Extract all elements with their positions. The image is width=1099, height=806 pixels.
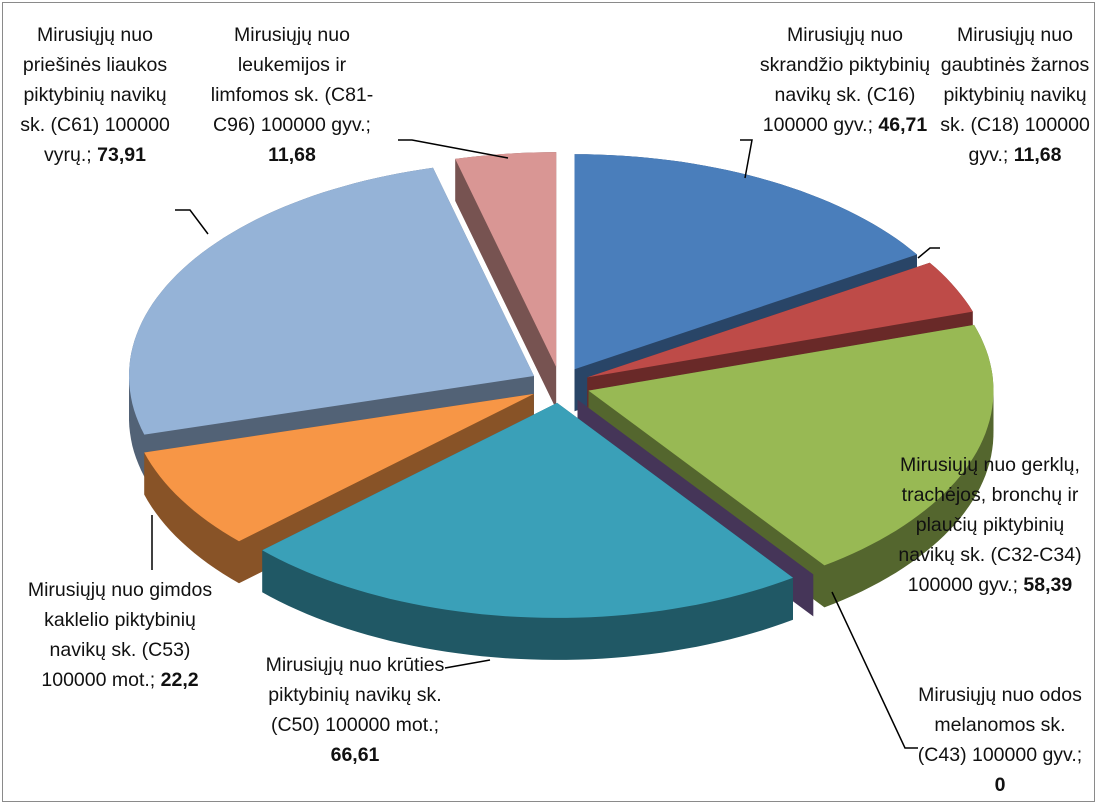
leader-line [831, 591, 918, 749]
slice [455, 152, 557, 368]
data-label: Mirusiųjų nuo gerklų, trachėjos, bronchų… [890, 450, 1090, 600]
value-label: 22,2 [160, 669, 199, 691]
data-label: Mirusiųjų nuo priešinės liaukos piktybin… [10, 20, 180, 170]
value-label: 46,71 [878, 114, 928, 136]
data-label: Mirusiųjų nuo krūties piktybinių navikų … [250, 650, 460, 770]
leader-line [740, 139, 753, 179]
data-label: Mirusiųjų nuo leukemijos ir limfomos sk.… [202, 20, 382, 170]
value-label: 58,39 [1023, 574, 1073, 596]
pie [129, 152, 994, 660]
slice [574, 154, 917, 370]
category-label: Mirusiųjų nuo krūties piktybinių navikų … [265, 654, 445, 736]
data-label: Mirusiųjų nuo skrandžio piktybinių navik… [745, 20, 945, 140]
slice [262, 402, 793, 618]
category-label: Mirusiųjų nuo gimdos kaklelio piktybinių… [27, 579, 213, 691]
slice [587, 262, 973, 378]
category-label: Mirusiųjų nuo skrandžio piktybinių navik… [759, 24, 931, 136]
leader-line [398, 139, 509, 159]
leader-line [444, 659, 491, 669]
leader-line [917, 247, 940, 259]
data-label: Mirusiųjų nuo odos melanomos sk. (C43) 1… [910, 680, 1090, 800]
value-label: 11,68 [1013, 144, 1062, 166]
value-label: 66,61 [330, 744, 380, 766]
category-label: Mirusiųjų nuo gaubtinės žarnos piktybini… [940, 24, 1090, 166]
data-label: Mirusiųjų nuo gimdos kaklelio piktybinių… [15, 575, 225, 695]
slice [588, 324, 994, 566]
value-label: 0 [994, 774, 1006, 796]
slice [129, 167, 534, 435]
category-label: Mirusiųjų nuo priešinės liaukos piktybin… [20, 24, 170, 166]
leader-lines [151, 139, 940, 749]
category-label: Mirusiųjų nuo odos melanomos sk. (C43) 1… [917, 684, 1083, 766]
leader-line [175, 209, 209, 235]
category-label: Mirusiųjų nuo gerklų, trachėjos, bronchų… [898, 454, 1082, 596]
data-label: Mirusiųjų nuo gaubtinės žarnos piktybini… [940, 20, 1090, 170]
category-label: Mirusiųjų nuo leukemijos ir limfomos sk.… [210, 24, 374, 136]
slice [577, 399, 814, 575]
value-label: 73,91 [97, 144, 146, 166]
slice [144, 393, 534, 542]
value-label: 11,68 [268, 144, 316, 166]
